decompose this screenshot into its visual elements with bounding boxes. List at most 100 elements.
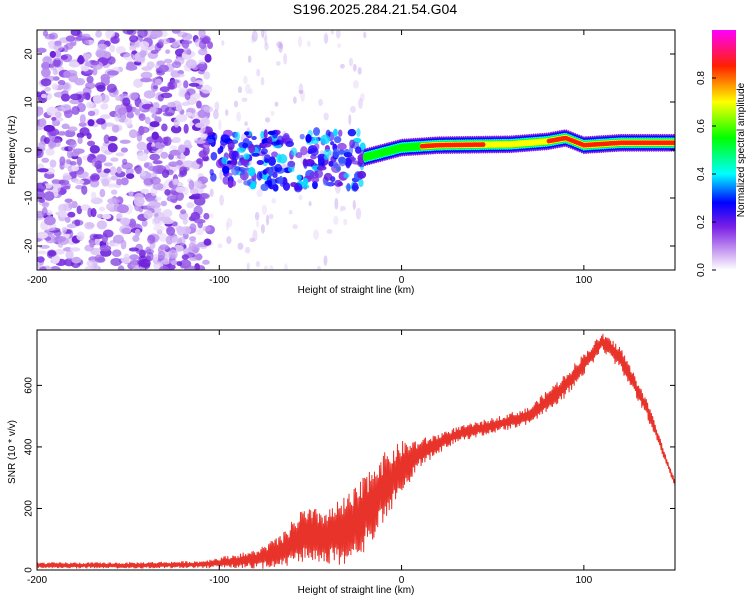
- heatmap-cell: [43, 124, 55, 132]
- heatmap-cell: [124, 117, 133, 127]
- heatmap-cell: [90, 191, 97, 200]
- heatmap-cell: [251, 152, 260, 157]
- heatmap-cell: [170, 125, 182, 134]
- heatmap-cell: [154, 196, 162, 201]
- heatmap-cell: [192, 118, 201, 125]
- heatmap-cell: [102, 229, 114, 238]
- heatmap-cell: [102, 213, 112, 220]
- heatmap-cell: [313, 127, 321, 136]
- heatmap-cell: [58, 210, 68, 218]
- heatmap-cell: [320, 134, 331, 145]
- heatmap-cell: [67, 144, 76, 152]
- heatmap-cell: [64, 198, 73, 203]
- heatmap-x-tick-label: 100: [576, 275, 593, 286]
- heatmap-cell: [270, 141, 280, 146]
- heatmap-cell: [290, 147, 298, 157]
- heatmap-cell: [76, 156, 83, 166]
- heatmap-cell: [237, 179, 243, 184]
- heatmap-cell: [74, 219, 81, 227]
- heatmap-cell: [243, 75, 248, 84]
- heatmap-cell: [99, 245, 112, 252]
- snr-frame: [36, 329, 676, 571]
- heatmap-cell: [153, 206, 162, 214]
- heatmap-cell: [147, 234, 156, 244]
- heatmap-cell: [351, 182, 359, 192]
- heatmap-cell: [295, 152, 303, 159]
- heatmap-cell: [268, 168, 273, 177]
- heatmap-cell: [107, 197, 120, 205]
- heatmap-cell: [297, 36, 303, 48]
- heatmap-cell: [128, 247, 140, 252]
- heatmap-cell: [358, 97, 363, 109]
- heatmap-cell: [293, 96, 297, 104]
- heatmap-cell: [339, 149, 345, 154]
- heatmap-cell: [357, 170, 367, 179]
- heatmap-cell: [107, 56, 116, 65]
- heatmap-cell: [202, 225, 211, 232]
- heatmap-cell: [343, 172, 350, 179]
- heatmap-cell: [260, 77, 265, 86]
- heatmap-cell: [332, 148, 340, 159]
- heatmap-cell: [154, 116, 162, 123]
- heatmap-cell: [69, 161, 77, 166]
- heatmap-cell: [252, 229, 258, 242]
- heatmap-cell: [302, 158, 308, 167]
- heatmap-cell: [71, 256, 82, 264]
- heatmap-cell: [51, 83, 59, 91]
- heatmap-cell: [243, 153, 250, 160]
- heatmap-cell: [312, 180, 318, 190]
- heatmap-cell: [110, 175, 119, 181]
- heatmap-cell: [334, 197, 339, 210]
- heatmap-cell: [251, 30, 258, 42]
- heatmap-cell: [78, 122, 87, 127]
- heatmap-cell: [39, 244, 50, 249]
- heatmap-cell: [246, 262, 250, 270]
- heatmap-cell: [173, 73, 185, 78]
- heatmap-cell: [109, 166, 117, 176]
- heatmap-cell: [231, 165, 240, 176]
- heatmap-cell: [40, 78, 52, 87]
- heatmap-cell: [266, 175, 272, 186]
- heatmap-cell: [190, 76, 197, 83]
- heatmap-cell: [323, 32, 329, 44]
- heatmap-cell: [247, 167, 256, 177]
- heatmap-cell: [197, 265, 206, 270]
- heatmap-cell: [162, 219, 174, 225]
- heatmap-x-label: Height of straight line (km): [298, 285, 415, 296]
- heatmap-cell: [94, 254, 105, 263]
- heatmap-cell: [44, 92, 53, 100]
- heatmap-cell: [103, 162, 113, 167]
- heatmap-cell: [314, 169, 324, 179]
- heatmap-cell: [46, 209, 53, 216]
- heatmap-cell: [37, 47, 47, 54]
- heatmap-cell: [41, 207, 48, 217]
- heatmap-cell: [159, 244, 169, 250]
- heatmap-cell: [119, 139, 131, 144]
- heatmap-cell: [335, 30, 341, 39]
- heatmap-cell: [323, 255, 328, 266]
- heatmap-cell: [44, 33, 56, 40]
- heatmap-cell: [54, 111, 62, 119]
- heatmap-cell: [122, 30, 135, 35]
- heatmap-cell: [123, 253, 130, 262]
- colorbar-tick-label: 0.6: [696, 119, 707, 133]
- heatmap-cell: [185, 59, 197, 69]
- heatmap-cell: [81, 185, 88, 195]
- heatmap-cell: [116, 178, 123, 186]
- heatmap-y-tick-label: 10: [24, 96, 35, 108]
- heatmap-cell: [292, 224, 298, 230]
- heatmap-cell: [203, 71, 211, 80]
- heatmap-cell: [206, 138, 215, 144]
- heatmap-cell: [188, 242, 196, 250]
- heatmap-cell: [65, 35, 76, 42]
- heatmap-cell: [263, 265, 269, 270]
- heatmap-cell: [278, 154, 288, 164]
- heatmap-cell: [65, 250, 74, 260]
- heatmap-cell: [137, 30, 148, 38]
- heatmap-cell: [185, 112, 193, 117]
- heatmap-cell: [272, 172, 278, 179]
- heatmap-cell: [180, 209, 187, 215]
- heatmap-cell: [151, 131, 160, 141]
- heatmap-cell: [243, 180, 252, 186]
- heatmap-cell: [231, 150, 240, 161]
